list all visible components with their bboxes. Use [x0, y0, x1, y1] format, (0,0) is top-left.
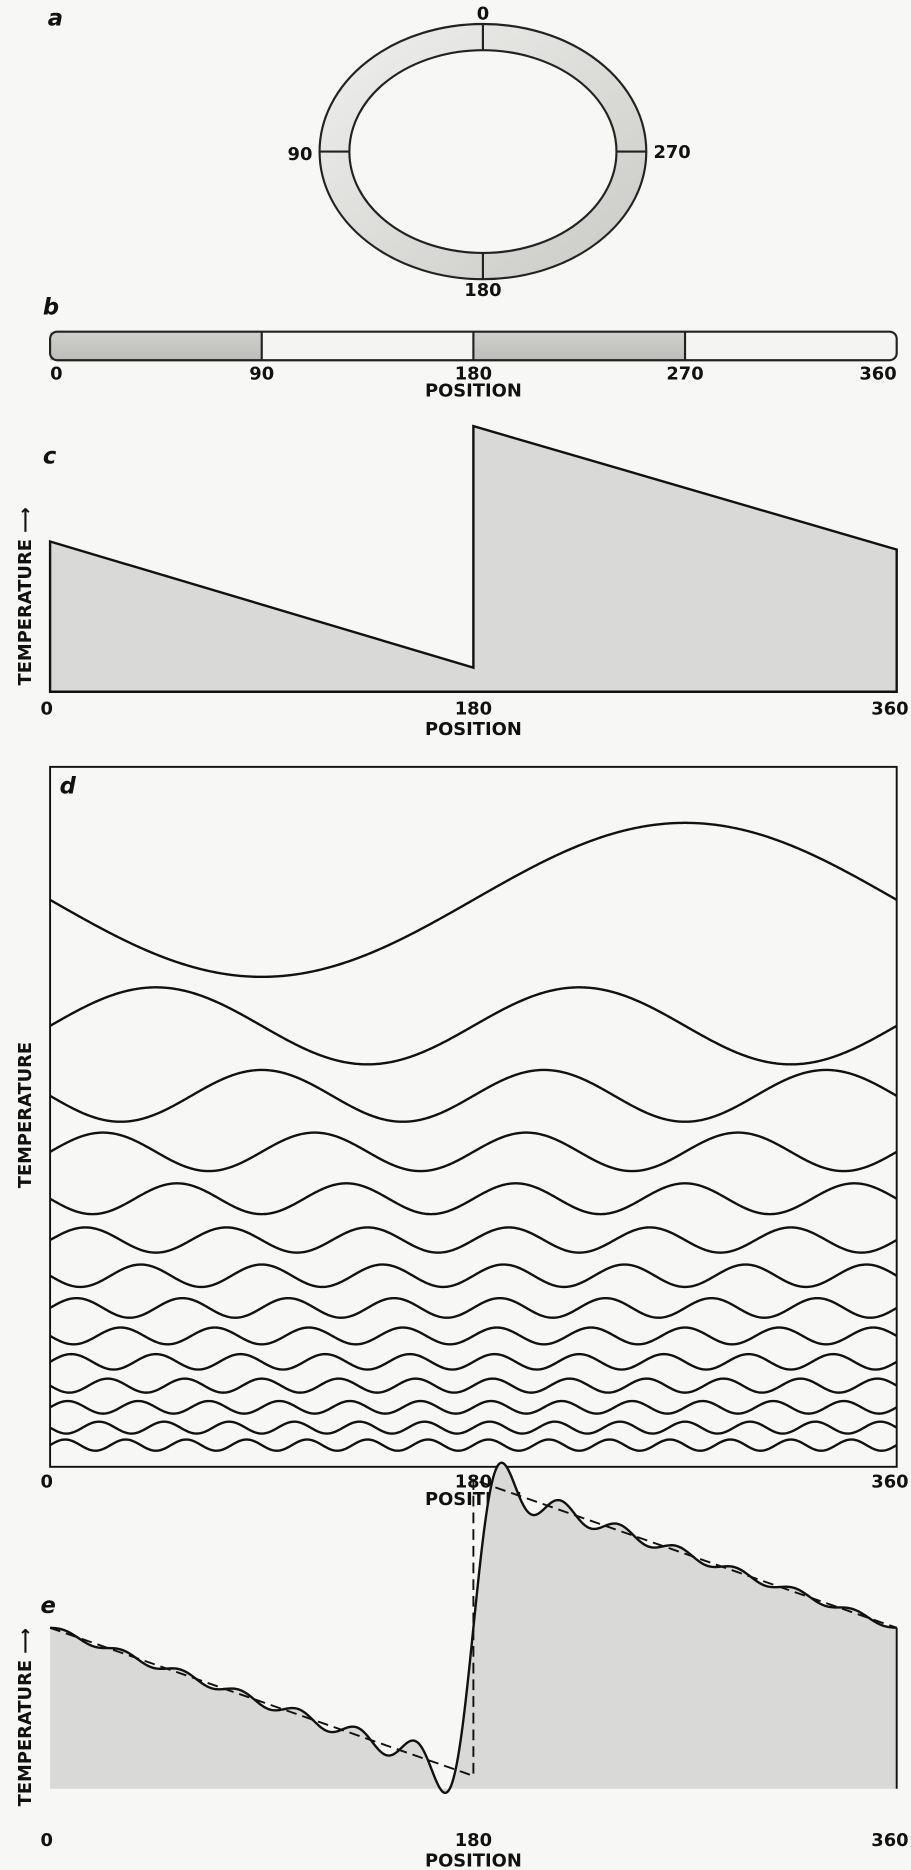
x-tick-label: 360	[859, 364, 896, 385]
harmonic-curve	[49, 1068, 898, 1123]
y-axis-label: TEMPERATURE	[15, 1042, 36, 1188]
harmonic-curve	[49, 821, 898, 979]
x-axis-label: POSITION	[425, 380, 522, 401]
harmonic-curve	[49, 1131, 898, 1173]
harmonic-curve	[49, 1326, 898, 1346]
ring-label: 180	[464, 280, 501, 301]
harmonic-curve	[49, 1182, 898, 1216]
x-tick-label: 180	[455, 1830, 492, 1851]
x-tick-label: 360	[871, 699, 908, 720]
harmonic-curve	[49, 1438, 898, 1452]
x-tick-label: 360	[871, 1471, 908, 1492]
x-tick-label: 90	[249, 364, 274, 385]
temperature-area	[48, 424, 898, 693]
ring-label: 0	[477, 3, 489, 24]
bar-segment	[473, 331, 686, 361]
harmonic-curve	[49, 1263, 898, 1289]
x-tick-label: 0	[50, 364, 62, 385]
x-tick-label: 0	[41, 1471, 53, 1492]
ring-label: 90	[288, 144, 313, 165]
harmonic-curve	[49, 1420, 898, 1435]
panel-label: e	[41, 1593, 56, 1619]
x-tick-label: 0	[41, 699, 53, 720]
x-axis-label: POSITION	[425, 1851, 522, 1870]
bar-diagram: 0 90 180 270 360 POSITION	[49, 330, 898, 401]
x-tick-label: 360	[871, 1830, 908, 1851]
harmonic-curve	[49, 1399, 898, 1415]
x-tick-label: 180	[455, 699, 492, 720]
panel-label: c	[43, 443, 57, 469]
panel-label: b	[43, 294, 59, 320]
sawtooth-dashed	[49, 1478, 898, 1778]
x-tick-label: 180	[455, 364, 492, 385]
bar-segment	[685, 331, 897, 361]
harmonic-curve	[49, 1226, 898, 1254]
x-tick-label: 270	[666, 364, 703, 385]
harmonic-curve	[49, 986, 898, 1066]
bar-segment	[261, 331, 474, 361]
harmonic-curve	[49, 1377, 898, 1394]
harmonic-curve	[49, 1296, 898, 1319]
y-axis-label: TEMPERATURE ⟶	[15, 1628, 36, 1806]
fourier-sum	[50, 1461, 897, 1795]
panel-label: a	[48, 6, 63, 32]
bar-segment	[50, 331, 262, 361]
panel-label: d	[60, 774, 77, 800]
ring	[318, 22, 648, 281]
x-tick-label: 0	[41, 1830, 53, 1851]
x-axis-label: POSITION	[425, 719, 522, 740]
y-axis-label: TEMPERATURE ⟶	[15, 507, 36, 685]
ring-label: 270	[653, 142, 690, 163]
harmonic-curve	[49, 1352, 898, 1371]
plot-frame	[49, 765, 898, 1468]
